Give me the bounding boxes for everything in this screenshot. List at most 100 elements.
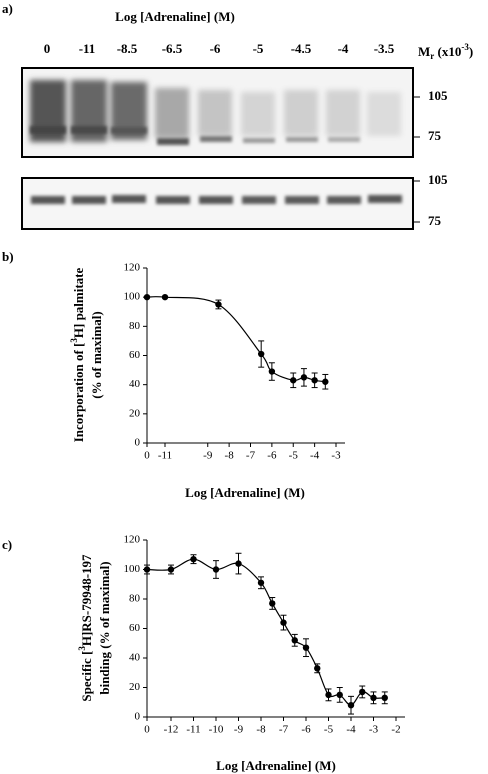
blot-frame [21, 67, 414, 158]
data-point [322, 378, 329, 385]
y-label-part: 3 [69, 338, 79, 343]
x-tick-label: -3 [369, 724, 379, 736]
panel-a: a) Log [Adrenaline] (M) 0 -11 -8.5 -6.5 -6 -5… [2, 1, 473, 230]
y-label-part: Incorporation of [ [71, 343, 86, 443]
blot-top: 105 75 [21, 67, 448, 158]
x-tick-label: -2 [391, 724, 400, 736]
lane-label: -3.5 [374, 41, 395, 56]
data-point [190, 555, 197, 563]
data-point [161, 293, 169, 301]
data-point [212, 566, 220, 573]
panel-label: c) [2, 537, 12, 552]
data-point [325, 691, 332, 699]
lane-labels: 0 -11 -8.5 -6.5 -6 -5 -4.5 -4 -3.5 [44, 41, 395, 56]
y-tick-label: 60 [129, 349, 141, 361]
y-tick-label: 120 [124, 534, 141, 546]
lane-label: -8.5 [117, 41, 138, 56]
x-tick-label: 0 [144, 450, 150, 462]
y-tick-label: 0 [135, 437, 141, 449]
lane-label: -6 [210, 41, 221, 56]
blot-frame [21, 177, 414, 230]
lane-label: -4 [338, 41, 349, 56]
y-label-part: H] palmitate [71, 267, 86, 338]
y-tick-label: 80 [129, 593, 141, 605]
data-point [291, 637, 298, 644]
x-tick-label: -9 [234, 724, 244, 736]
y-label-part: 3 [77, 646, 87, 651]
y-tick-label: 20 [129, 681, 141, 693]
lane-label: -4.5 [291, 41, 312, 56]
x-tick-label: -12 [164, 724, 179, 736]
marker-label: 105 [428, 172, 448, 187]
data-point [257, 350, 265, 358]
x-tick-label: -11 [186, 724, 200, 736]
data-point [143, 566, 151, 573]
data-point [257, 579, 265, 586]
mr-unit: (x10 [434, 44, 461, 59]
panel-label: a) [2, 1, 13, 16]
data-point [302, 644, 310, 651]
y-tick-label: 80 [129, 320, 141, 332]
data-point [269, 600, 276, 607]
mr-close: ) [469, 44, 473, 59]
data-point [370, 694, 377, 702]
y-label-part: Specific [ [79, 651, 94, 702]
x-tick-label: -6 [267, 450, 277, 462]
y-axis-label: binding (% of maximal) [97, 561, 112, 694]
lane-label: 0 [44, 41, 51, 56]
x-axis-label: Log [Adrenaline] (M) [185, 485, 305, 500]
x-tick-label: -8 [256, 724, 266, 736]
fit-curve [146, 296, 326, 383]
y-tick-label: 120 [124, 262, 141, 274]
mr-label: Mr (x10-3) [418, 42, 473, 61]
y-tick-label: 40 [129, 378, 141, 390]
mr-sup: -3 [461, 42, 469, 52]
x-tick-label: -8 [225, 450, 235, 462]
y-axis-label: Specific [3H]RS-79948-197 [77, 554, 94, 702]
blot-title: Log [Adrenaline] (M) [115, 9, 235, 24]
marker-label: 75 [428, 213, 442, 228]
data-point [143, 293, 151, 301]
y-tick-label: 40 [129, 652, 141, 664]
x-tick-label: -5 [324, 724, 334, 736]
data-point [268, 368, 276, 375]
y-tick-label: 100 [124, 291, 141, 303]
x-tick-label: -5 [289, 450, 299, 462]
data-point [290, 377, 297, 384]
x-tick-label: -7 [279, 724, 289, 736]
data-point [215, 301, 222, 308]
data-point [300, 374, 308, 381]
y-tick-label: 0 [135, 711, 141, 723]
fit-curve [146, 558, 385, 706]
x-tick-label: -7 [246, 450, 256, 462]
lane-label: -6.5 [162, 41, 183, 56]
y-axis-label: Incorporation of [3H] palmitate [69, 267, 86, 442]
x-tick-label: -11 [158, 450, 172, 462]
blot-bands [31, 195, 402, 204]
x-tick-label: -3 [331, 450, 341, 462]
lane-label: -11 [79, 41, 96, 56]
y-axis-label: (% of maximal) [89, 311, 104, 398]
blot-bottom: 105 75 [21, 172, 448, 230]
x-tick-label: -10 [209, 724, 224, 736]
x-tick-label: -4 [310, 450, 320, 462]
y-tick-label: 20 [129, 407, 141, 419]
chart: b) 0 20 40 60 80 100 120 0 -11 -9 -8 -7 -6 -5 -4 -3 Log [… [2, 249, 345, 500]
x-tick-label: -9 [203, 450, 213, 462]
marker-label: 105 [428, 88, 448, 103]
y-tick-label: 100 [124, 563, 141, 575]
data-point [311, 377, 318, 384]
data-point [336, 691, 343, 699]
x-axis-label: Log [Adrenaline] (M) [216, 758, 336, 773]
data-point [235, 560, 242, 567]
data-point [167, 566, 175, 573]
y-label-part: (% of maximal) [89, 311, 104, 398]
data-point [314, 665, 321, 672]
y-label-part: H]RS-79948-197 [79, 554, 94, 646]
mr-sub: r [430, 51, 434, 61]
data-point [347, 702, 355, 709]
marker-label: 75 [428, 128, 442, 143]
chart: c) 0 20 40 60 80 100 120 0 -12 -11 -10 -9 -8 -7 -6 -5 -4 -… [2, 534, 405, 773]
blot-bands [30, 126, 360, 145]
